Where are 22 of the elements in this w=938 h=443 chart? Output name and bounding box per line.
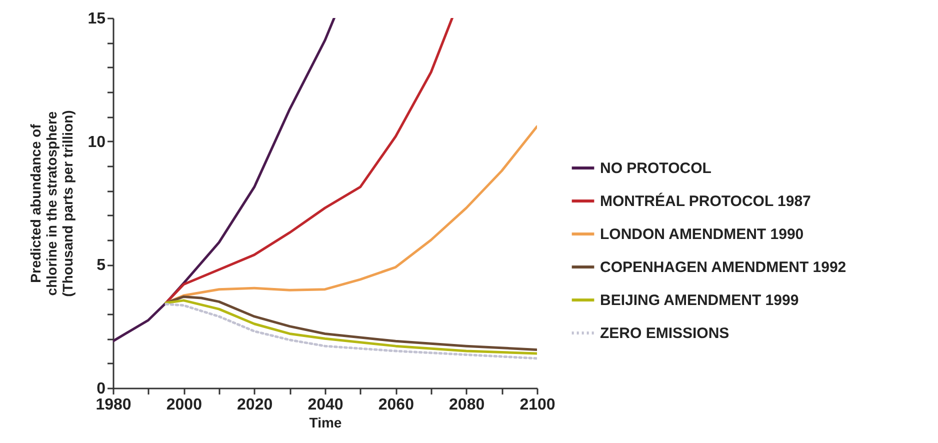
x-tick-label: 2000 bbox=[166, 396, 202, 414]
line-series bbox=[164, 125, 537, 304]
line-series bbox=[164, 18, 454, 304]
legend-label: COPENHAGEN AMENDMENT 1992 bbox=[600, 259, 846, 276]
y-axis-title: Predicted abundance of chlorine in the stratosphere (Thousand parts per trillion) bbox=[28, 110, 76, 297]
legend-label: ZERO EMISSIONS bbox=[600, 325, 730, 342]
y-tick-label: 10 bbox=[88, 134, 106, 151]
legend-label: MONTRÉAL PROTOCOL 1987 bbox=[600, 192, 811, 210]
y-tick-label: 0 bbox=[96, 380, 106, 398]
x-tick-label: 1980 bbox=[96, 396, 132, 414]
x-tick-label: 2080 bbox=[449, 396, 485, 414]
y-tick-label: 5 bbox=[96, 257, 106, 274]
legend-label: BEIJING AMENDMENT 1999 bbox=[600, 292, 799, 309]
x-tick-label: 2100 bbox=[520, 396, 556, 414]
legend-label: LONDON AMENDMENT 1990 bbox=[600, 226, 804, 243]
x-tick-label: 2060 bbox=[378, 396, 414, 414]
y-tick-label: 15 bbox=[88, 10, 106, 28]
x-tick-label: 2020 bbox=[237, 396, 273, 414]
x-tick-label: 2040 bbox=[308, 396, 344, 414]
legend-label: NO PROTOCOL bbox=[600, 160, 712, 177]
x-axis-title: Time bbox=[309, 414, 342, 430]
line-series bbox=[113, 18, 336, 342]
